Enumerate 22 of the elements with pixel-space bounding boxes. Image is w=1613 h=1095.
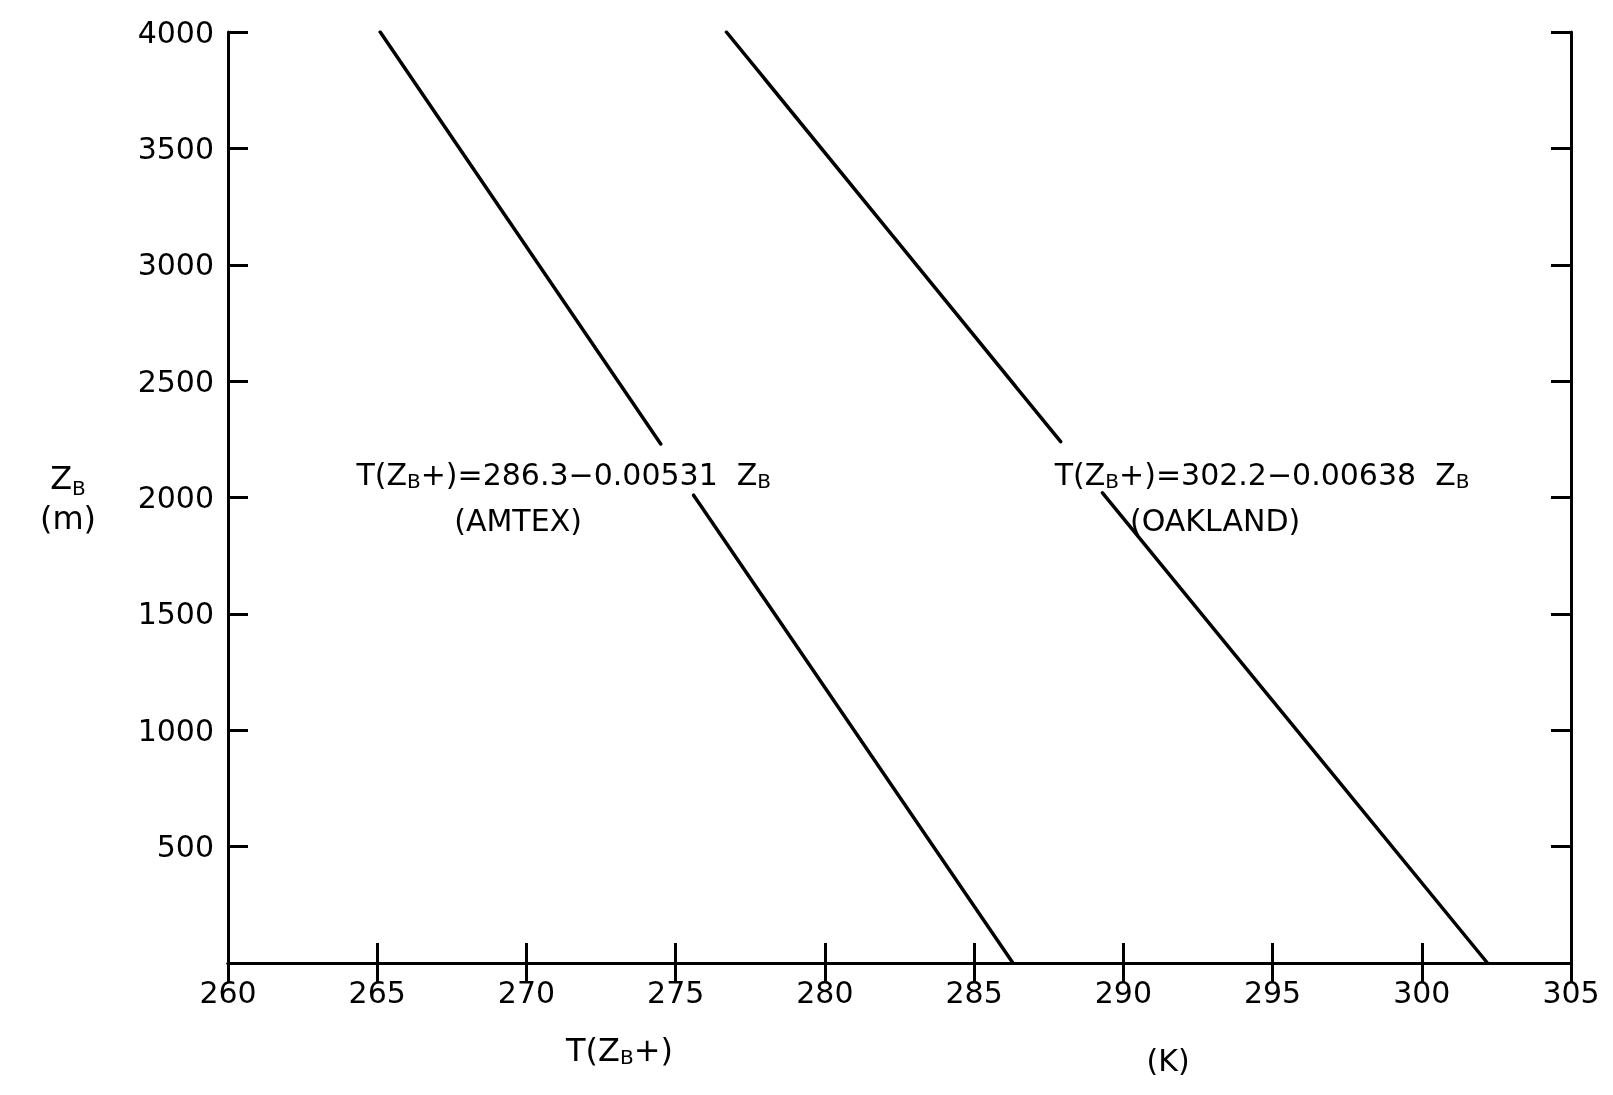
x-tick-label: 295 xyxy=(1243,974,1302,1010)
x-tick-label: 285 xyxy=(945,974,1003,1010)
x-tick-label: 265 xyxy=(348,974,406,1010)
y-tick-label: 2000 xyxy=(137,480,214,515)
x-tick-label: 300 xyxy=(1393,974,1451,1010)
y-tick-label: 4000 xyxy=(137,14,214,50)
x-tick-label: 275 xyxy=(647,974,705,1010)
y-tick-label: 3000 xyxy=(137,247,214,283)
x-axis-title: T(ZB+) xyxy=(565,1031,673,1069)
y-tick-label: 1000 xyxy=(137,712,214,748)
annotation: (AMTEX) xyxy=(454,503,582,539)
y-tick-label: 2500 xyxy=(137,363,214,399)
x-tick-label: 260 xyxy=(199,974,257,1010)
x-tick-label: 305 xyxy=(1542,974,1600,1010)
x-tick-label: 280 xyxy=(796,974,854,1010)
x-tick-label: 290 xyxy=(1094,974,1152,1010)
x-tick-label: 270 xyxy=(497,974,556,1010)
y-tick-label: 3500 xyxy=(137,130,214,166)
y-tick-label: 500 xyxy=(156,829,214,865)
annotation: (OAKLAND) xyxy=(1130,503,1301,539)
y-tick-label: 1500 xyxy=(137,596,214,632)
text: (K) xyxy=(1146,1043,1190,1079)
